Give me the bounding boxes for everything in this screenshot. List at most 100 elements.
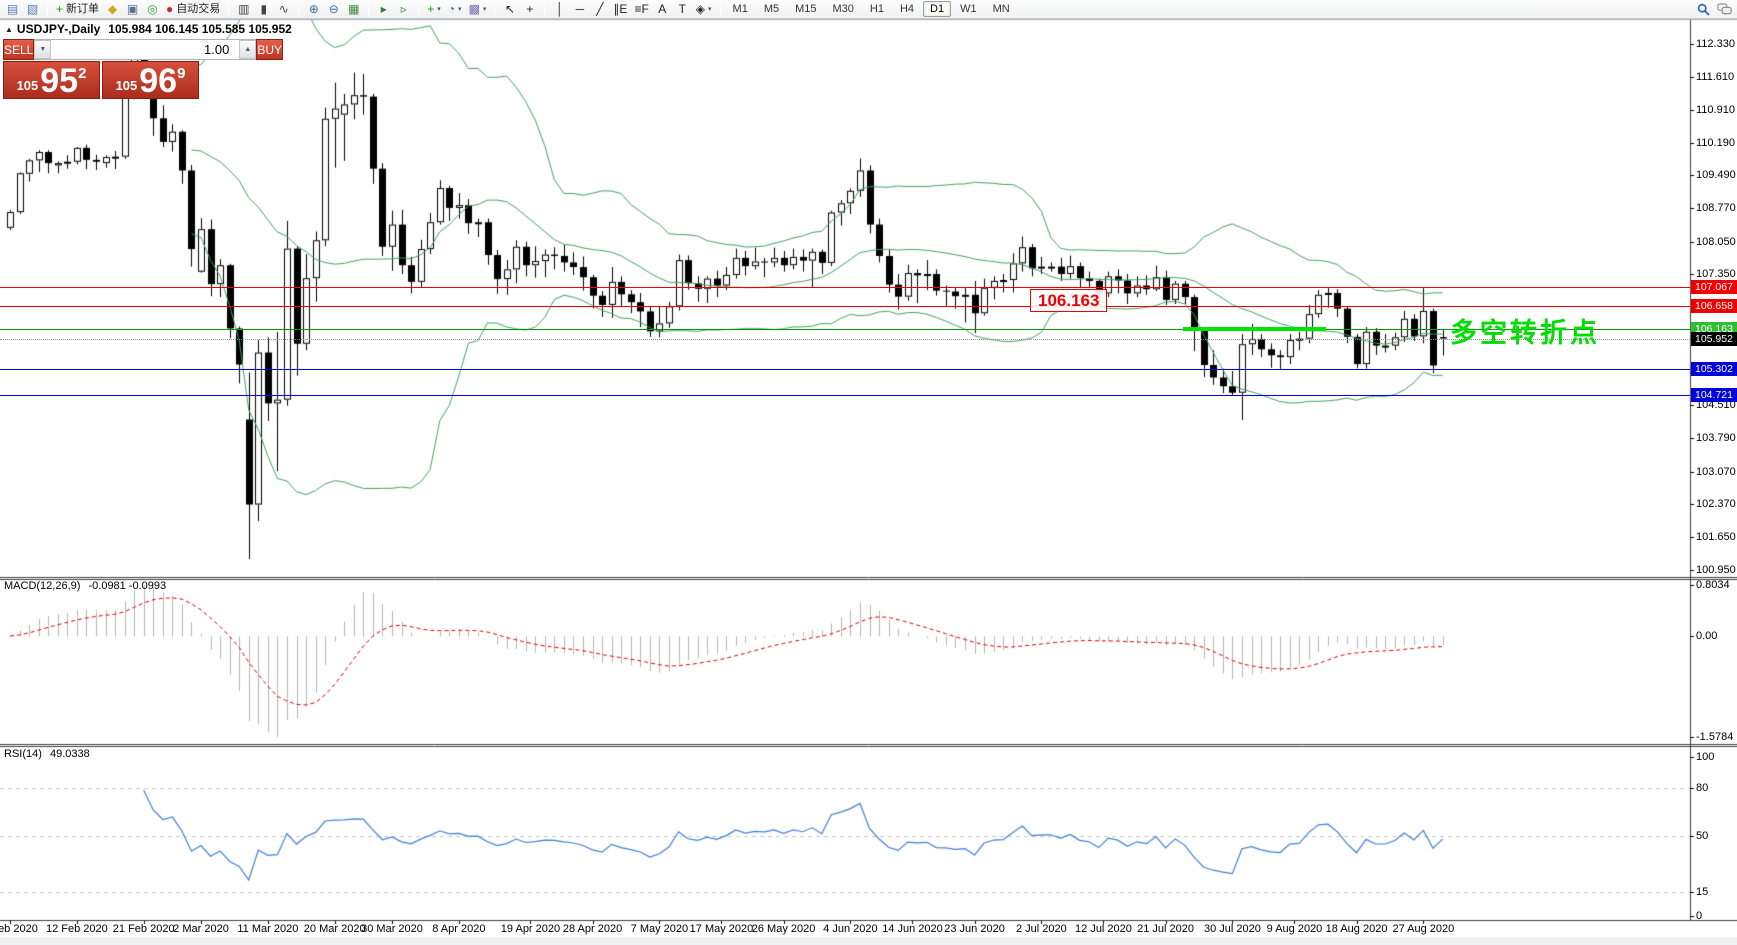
trendline-icon: ╱ — [596, 1, 604, 16]
arrows-icon: ◈ — [695, 1, 706, 16]
zoom-out-icon[interactable]: ⊖ — [324, 1, 343, 18]
date-axis-label: 14 Jun 2020 — [882, 923, 943, 935]
date-axis-label: 9 Aug 2020 — [1266, 923, 1323, 935]
macd-label-row: MACD(12,26,9) -0.0981 -0.0993 — [4, 580, 166, 592]
arrows-icon[interactable]: ◈ ▾ — [693, 1, 715, 18]
bar-chart-icon[interactable]: ▥ — [234, 1, 253, 18]
signals-icon[interactable]: ◎ — [143, 1, 162, 18]
chart-shift-icon[interactable]: ▹ — [394, 1, 413, 18]
volume-decrease-icon[interactable]: ▼ — [34, 40, 52, 59]
date-axis-label: 21 Jul 2020 — [1137, 923, 1194, 935]
ohlc-values: 105.984 106.145 105.585 105.952 — [108, 22, 292, 36]
price-tag-104.721: 104.721 — [1691, 388, 1737, 402]
autoscroll-icon[interactable]: ▸ — [374, 1, 393, 18]
fibonacci-icon: ≡F — [634, 1, 649, 16]
oneclick-collapse-icon[interactable]: ▲ — [5, 25, 13, 34]
crosshair-icon[interactable]: + — [520, 1, 539, 18]
date-axis-label: 30 Jul 2020 — [1203, 923, 1261, 935]
fibonacci-icon[interactable]: ≡F — [631, 1, 651, 18]
toolbar-separator — [418, 2, 420, 16]
profiles-icon[interactable]: ▧ — [23, 1, 42, 18]
macd-axis-label: 0.8034 — [1696, 579, 1730, 591]
chat-icon[interactable] — [1714, 1, 1734, 17]
horizontal-line-icon: ─ — [575, 1, 585, 16]
tile-windows-icon[interactable]: ▦ — [344, 1, 363, 18]
sell-button[interactable]: SELL — [3, 39, 35, 60]
horizontal-level-line-106.658[interactable] — [0, 306, 1690, 307]
crosshair-icon: + — [526, 1, 534, 16]
date-axis-label: 2 Jul 2020 — [1016, 923, 1067, 935]
volume-increase-icon[interactable]: ▲ — [239, 40, 257, 59]
horizontal-level-line-106.163[interactable] — [0, 329, 1690, 330]
timeframe-button-d1[interactable]: D1 — [923, 1, 952, 17]
templates-button[interactable]: ▩ ▾ — [466, 1, 490, 18]
candlestick-icon[interactable]: ▮ — [254, 1, 273, 18]
text-label-icon[interactable]: T — [673, 1, 692, 18]
price-axis-label: 102.370 — [1696, 498, 1736, 511]
vertical-line-icon: │ — [556, 1, 564, 16]
autotrading-button[interactable]: ● 自动交易 — [163, 1, 223, 18]
terminal-icon[interactable]: ▣ — [123, 1, 142, 18]
macd-label: MACD(12,26,9) — [4, 580, 81, 592]
line-chart-icon[interactable]: ∿ — [274, 1, 293, 18]
ask-pips: 96 — [139, 62, 178, 100]
line-chart-icon: ∿ — [278, 1, 289, 16]
pivot-thick-line[interactable] — [1183, 327, 1326, 331]
horizontal-level-line-104.721[interactable] — [0, 395, 1690, 396]
date-axis-label: 20 Mar 2020 — [303, 923, 366, 935]
signals-icon: ◎ — [147, 1, 158, 16]
date-axis-label: 2 Mar 2020 — [173, 923, 229, 935]
buy-button[interactable]: BUY — [256, 39, 284, 60]
ask-quote[interactable]: 105 96 9 — [102, 61, 199, 99]
bid-figure: 105 — [16, 78, 39, 93]
periods-button[interactable]: ◔ ▾ — [445, 1, 465, 18]
candlestick-icon: ▮ — [260, 1, 268, 16]
cursor-icon[interactable]: ↖ — [500, 1, 519, 18]
rsi-axis-label: 50 — [1696, 830, 1709, 843]
macd-values: -0.0981 -0.0993 — [88, 580, 167, 592]
date-axis-label: 26 May 2020 — [751, 923, 816, 935]
one-click-top-row: SELL ▼ ▲ BUY — [3, 39, 284, 60]
macd-axis-label: 0.00 — [1696, 630, 1718, 642]
trendline-icon[interactable]: ╱ — [590, 1, 609, 18]
timeframe-button-h1[interactable]: H1 — [869, 3, 884, 15]
timeframe-button-m5[interactable]: M5 — [763, 3, 780, 15]
horizontal-level-line-105.302[interactable] — [0, 369, 1690, 370]
equidistant-channel-icon[interactable]: ∥E — [610, 1, 630, 18]
timeframe-button-w1[interactable]: W1 — [960, 3, 977, 15]
metaeditor-icon[interactable]: ◆ — [103, 1, 122, 18]
text-icon[interactable]: A — [653, 1, 672, 18]
horizontal-line-icon[interactable]: ─ — [570, 1, 589, 18]
volume-input[interactable] — [51, 40, 240, 59]
bar-chart-icon: ▥ — [238, 1, 250, 16]
timeframe-button-h4[interactable]: H4 — [899, 3, 915, 15]
vertical-line-icon[interactable]: │ — [550, 1, 569, 18]
date-axis-label: 12 Jul 2020 — [1075, 923, 1132, 935]
toolbar-separator — [544, 2, 546, 16]
trend-annotation-text[interactable]: 多空转折点 — [1450, 318, 1600, 348]
date-axis-label: 21 Feb 2020 — [112, 923, 175, 935]
indicators-button[interactable]: + ▾ — [424, 1, 444, 18]
timeframe-button-m15[interactable]: M15 — [795, 3, 817, 15]
bid-quote[interactable]: 105 95 2 — [3, 61, 100, 99]
one-click-trading-panel: SELL ▼ ▲ BUY 105 95 2 105 96 9 — [3, 39, 284, 99]
indicators-button: + — [427, 1, 435, 16]
autoscroll-icon: ▸ — [380, 1, 387, 16]
dropdown-caret-icon: ▾ — [708, 5, 712, 13]
new-order-button[interactable]: + 新订单 — [53, 1, 102, 18]
price-annotation-box[interactable]: 106.163 — [1030, 289, 1108, 312]
search-icon[interactable] — [1693, 1, 1713, 17]
timeframe-button-m30[interactable]: M30 — [832, 3, 854, 15]
timeframe-button-m1[interactable]: M1 — [732, 3, 748, 15]
horizontal-level-line-107.067[interactable] — [0, 287, 1690, 288]
timeframe-button-mn[interactable]: MN — [992, 3, 1010, 15]
bid-pipette: 2 — [78, 65, 87, 82]
toolbar-separator — [228, 2, 230, 16]
new-chart-icon[interactable]: ▤ — [3, 1, 22, 18]
terminal-icon: ▣ — [126, 1, 139, 16]
new-chart-icon: ▤ — [6, 1, 19, 16]
zoom-in-icon[interactable]: ⊕ — [304, 1, 323, 18]
templates-button: ▩ — [468, 1, 480, 16]
